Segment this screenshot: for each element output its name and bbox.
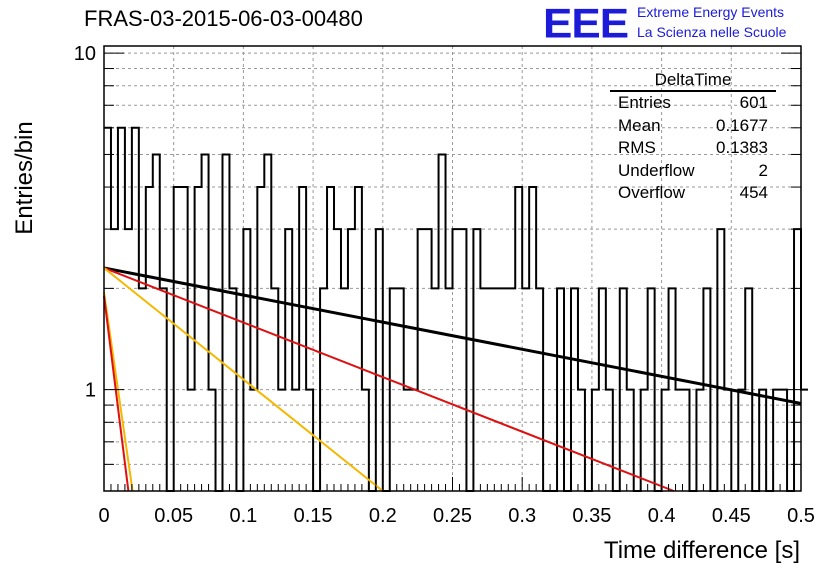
fit-lines [103, 266, 802, 492]
stats-value: 454 [739, 183, 768, 202]
stats-value: 601 [739, 93, 768, 112]
x-axis-title: Time difference [s] [604, 537, 800, 564]
y-tick-label: 10 [74, 43, 96, 65]
stats-value: 2 [758, 160, 768, 180]
logo-line2: La Scienza nelle Scuole [637, 24, 787, 40]
stats-value: 0.1383 [716, 138, 768, 157]
stats-row: Overflow 454 [610, 182, 776, 205]
x-tick-label: 0.35 [572, 505, 611, 527]
y-axis-title: Entries/bin [11, 121, 38, 234]
x-tick-label: 0.4 [648, 505, 676, 527]
x-tick-label: 0.2 [369, 505, 397, 527]
stats-label: Underflow [618, 160, 695, 180]
eee-logo: EEE [543, 0, 629, 47]
y-tick-label: 1 [85, 380, 96, 402]
y-tick-labels: 1 10 [74, 43, 96, 402]
x-tick-label: 0.45 [712, 505, 751, 527]
x-tick-label: 0.1 [229, 505, 257, 527]
x-tick-label: 0.25 [433, 505, 472, 527]
chart-title: FRAS-03-2015-06-03-00480 [84, 6, 363, 31]
stats-title: DeltaTime [610, 70, 776, 92]
x-tick-labels: 0 0.05 0.1 0.15 0.2 0.25 0.3 0.35 0.4 0.45 0.5 [98, 505, 814, 527]
stats-row: Underflow 2 [610, 160, 776, 183]
x-tick-label: 0.3 [508, 505, 536, 527]
x-tick-label: 0.05 [154, 505, 193, 527]
x-tick-label: 0 [98, 505, 109, 527]
x-tick-label: 0.5 [787, 505, 815, 527]
stats-label: Entries [618, 93, 671, 112]
fit-line [103, 267, 384, 492]
fit-line [103, 291, 134, 492]
fit-line [103, 266, 802, 405]
stats-label: Overflow [618, 183, 686, 202]
x-tick-label: 0.15 [294, 505, 333, 527]
stats-row: Mean 0.1677 [610, 115, 776, 138]
fit-line [103, 295, 130, 492]
fit-line [103, 267, 675, 492]
stats-row: Entries 601 [610, 92, 776, 115]
stats-label: RMS [618, 138, 656, 157]
stats-row: RMS 0.1383 [610, 137, 776, 160]
logo-line1: Extreme Energy Events [637, 4, 785, 20]
stats-box: DeltaTime Entries 601 Mean 0.1677 RMS 0.1383 U… [610, 70, 776, 205]
axis-ticks [103, 52, 802, 492]
stats-value: 0.1677 [716, 115, 768, 135]
stats-label: Mean [618, 115, 661, 135]
